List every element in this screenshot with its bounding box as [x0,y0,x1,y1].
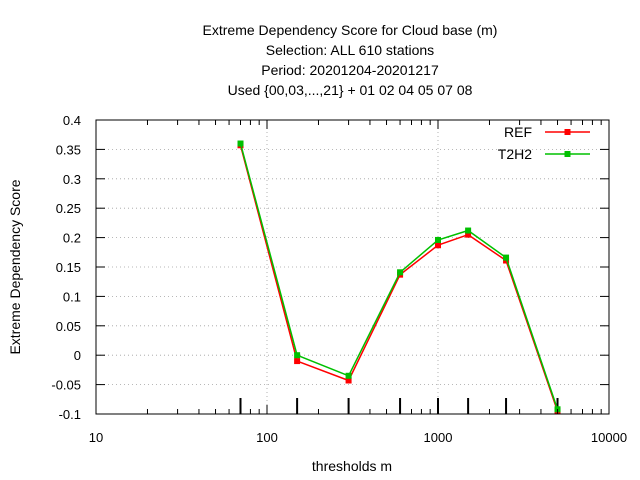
y-tick-label: 0.15 [56,260,81,275]
chart-title: Extreme Dependency Score for Cloud base … [203,22,498,98]
data-point [465,227,472,234]
data-point [435,236,441,243]
x-axis-ticks: 10 100 1000 10000 [89,120,627,445]
series-ref [237,142,561,415]
threshold-markers [239,398,559,414]
y-tick-label: 0 [74,348,81,363]
y-tick-label: -0.1 [59,407,81,422]
y-tick-label: -0.05 [51,378,81,393]
legend-label: T2H2 [498,146,532,162]
y-tick-label: 0.2 [63,231,81,246]
x-tick-label: 1000 [424,430,453,445]
y-tick-label: 0.1 [63,289,81,304]
legend-marker [564,151,571,157]
legend-label: REF [504,124,532,140]
data-point [294,352,301,359]
data-point [397,269,404,276]
y-axis-ticks: -0.1 -0.05 0 0.05 0.1 0.15 0.2 0.25 0.3 0.35 0.4 [51,113,609,422]
y-tick-label: 0.35 [56,142,81,157]
x-tick-label: 10000 [591,430,627,445]
title-line-3: Period: 20201204-20201217 [261,62,439,78]
series-line [239,143,559,410]
y-tick-label: 0.3 [63,172,81,187]
series-layer [237,140,561,415]
data-point [435,242,441,249]
data-point [465,231,472,238]
title-line-4: Used {00,03,...,21} + 01 02 04 05 07 08 [228,82,473,98]
grid-lines [96,120,609,414]
y-tick-label: 0.25 [56,201,81,216]
x-tick-label: 10 [89,430,103,445]
x-tick-label: 100 [256,430,278,445]
x-axis-label: thresholds m [312,458,392,474]
data-point [294,358,301,365]
legend-marker [564,129,571,135]
title-line-1: Extreme Dependency Score for Cloud base … [203,22,498,38]
series-line [239,145,559,412]
title-line-2: Selection: ALL 610 stations [266,42,434,58]
data-point [345,372,352,379]
legend: REF T2H2 [498,124,590,162]
data-point [345,377,352,384]
y-tick-label: 0.05 [56,319,81,334]
data-point [503,254,510,261]
y-axis-label: Extreme Dependency Score [7,179,23,354]
data-point [237,140,244,147]
y-tick-label: 0.4 [63,113,81,128]
